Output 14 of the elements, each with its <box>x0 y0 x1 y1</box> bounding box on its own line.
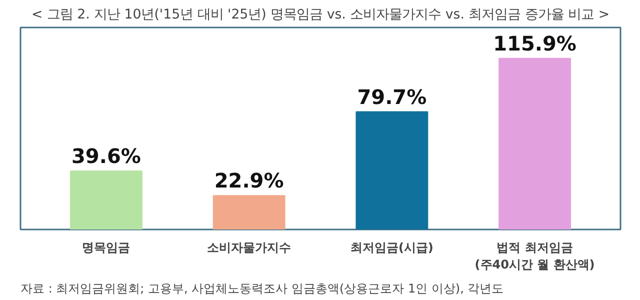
x-tick-label: 최저임금(시급) <box>350 240 434 254</box>
chart-title: < 그림 2. 지난 10년('15년 대비 '25년) 명목임금 vs. 소비자물가지수 vs. 최저임금 증가율 비교 > <box>31 8 610 22</box>
x-tick-label: 소비자물가지수 <box>207 240 292 254</box>
data-label: 22.9% <box>214 168 284 193</box>
bar <box>212 195 286 230</box>
bar <box>356 111 428 230</box>
data-label: 115.9% <box>493 31 576 56</box>
data-label: 79.7% <box>357 84 427 109</box>
data-label: 39.6% <box>72 144 141 168</box>
x-tick-label: 명목임금 <box>82 240 130 254</box>
bar <box>498 58 571 230</box>
bar <box>70 170 142 230</box>
text: 자료 : 최저임금위원회; 고용부, 사업체노동력조사 임금총액(상용근로자 1인 이상), 각년도 <box>20 282 504 296</box>
x-tick-label: 법적 최저임금 (주40시간 월 환산액) <box>474 240 595 272</box>
